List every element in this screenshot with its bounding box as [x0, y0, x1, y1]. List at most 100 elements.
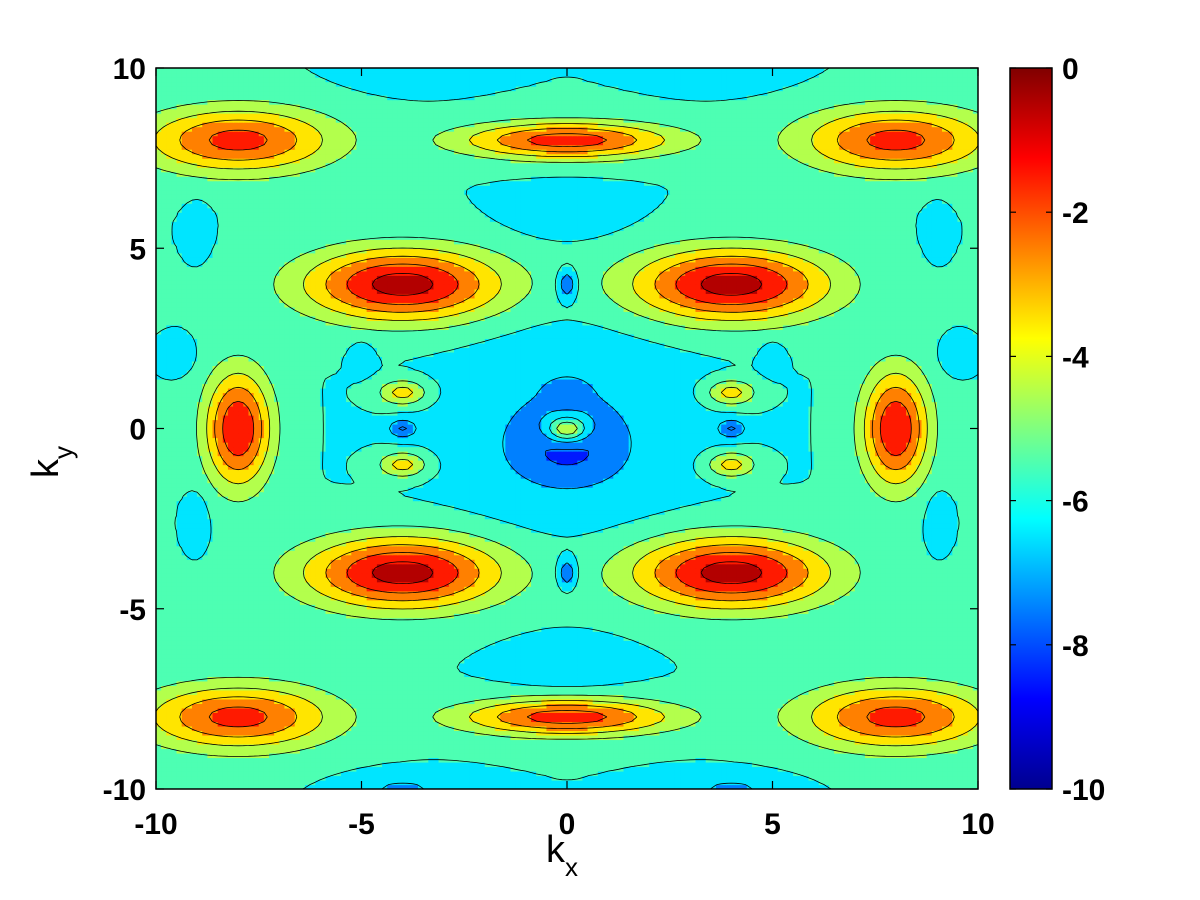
contour-cell — [916, 766, 923, 772]
contour-cell — [212, 716, 219, 723]
contour-cell — [859, 658, 866, 664]
contour-cell — [448, 743, 455, 750]
contour-cell — [587, 685, 594, 691]
contour-cell — [469, 667, 476, 673]
contour-cell — [787, 757, 794, 763]
contour-cell — [279, 707, 286, 713]
contour-cell — [957, 770, 964, 777]
contour-cell — [921, 667, 928, 673]
contour-cell — [597, 667, 604, 673]
contour-cell — [787, 725, 794, 732]
contour-cell — [870, 707, 876, 713]
contour-cell — [438, 703, 445, 709]
contour-cell — [171, 779, 178, 786]
contour-cell — [649, 743, 655, 750]
contour-cell — [335, 703, 342, 709]
contour-cell — [505, 716, 512, 723]
contour-cell — [335, 689, 342, 695]
contour-cell — [936, 685, 943, 691]
contour-cell — [613, 739, 619, 745]
contour-cell — [531, 734, 537, 741]
contour-cell — [438, 694, 445, 700]
contour-cell — [191, 721, 198, 727]
contour-cell — [366, 716, 373, 723]
contour-cell — [613, 685, 619, 691]
contour-cell — [505, 689, 512, 695]
contour-cell — [767, 779, 774, 786]
contour-cell — [726, 694, 732, 700]
contour-cell — [613, 725, 619, 732]
contour-cell — [849, 766, 856, 772]
contour-cell — [813, 658, 820, 664]
contour-cell — [525, 734, 532, 741]
contour-cell — [166, 775, 173, 781]
contour-cell — [731, 707, 738, 713]
contour-cell — [351, 649, 357, 655]
contour-cell — [181, 662, 188, 668]
contour-cell — [289, 748, 296, 754]
contour-cell — [335, 680, 342, 686]
contour-cell — [274, 739, 280, 745]
contour-cell — [397, 667, 404, 673]
contour-cell — [428, 671, 435, 677]
contour-cell — [320, 703, 327, 709]
contour-cell — [161, 721, 167, 727]
contour-cell — [875, 680, 881, 686]
contour-cell — [818, 703, 825, 709]
contour-cell — [664, 680, 671, 686]
contour-cell — [222, 743, 229, 750]
contour-cell — [798, 761, 804, 768]
contour-cell — [495, 671, 501, 677]
contour-cell — [721, 689, 727, 695]
contour-cell — [644, 662, 650, 668]
contour-cell — [572, 712, 578, 718]
contour-cell — [690, 725, 697, 732]
contour-cell — [397, 676, 404, 682]
contour-cell — [726, 784, 732, 789]
contour-cell — [577, 680, 584, 686]
contour-cell — [803, 716, 810, 723]
contour-cell — [644, 734, 650, 741]
contour-cell — [870, 689, 876, 695]
contour-cell — [926, 671, 933, 677]
contour-cell — [515, 775, 522, 781]
contour-cell — [433, 730, 440, 736]
contour-cell — [618, 725, 625, 732]
contour-cell — [561, 685, 568, 691]
contour-cell — [284, 743, 291, 750]
contour-cell — [202, 734, 208, 741]
contour-cell — [433, 712, 440, 718]
contour-cell — [731, 712, 738, 718]
contour-cell — [222, 725, 229, 732]
contour-cell — [746, 662, 753, 668]
contour-cell — [649, 698, 655, 704]
contour-cell — [654, 770, 661, 777]
contour-cell — [957, 649, 964, 655]
contour-cell — [880, 775, 887, 781]
contour-cell — [777, 680, 784, 686]
contour-cell — [156, 703, 162, 709]
contour-cell — [284, 770, 291, 777]
contour-cell — [936, 770, 943, 777]
contour-cell — [633, 707, 640, 713]
contour-cell — [731, 676, 738, 682]
contour-cell — [459, 770, 465, 777]
contour-cell — [186, 730, 193, 736]
contour-cell — [952, 698, 959, 704]
contour-cell — [726, 653, 732, 659]
contour-cell — [818, 721, 825, 727]
contour-cell — [222, 716, 229, 723]
contour-cell — [772, 752, 779, 759]
contour-cell — [505, 703, 512, 709]
contour-cell — [387, 757, 393, 763]
contour-cell — [233, 725, 239, 732]
contour-cell — [561, 703, 568, 709]
contour-cell — [900, 739, 907, 745]
contour-cell — [926, 721, 933, 727]
contour-cell — [459, 766, 465, 772]
contour-cell — [654, 653, 661, 659]
contour-cell — [238, 680, 244, 686]
contour-cell — [238, 653, 244, 659]
contour-cell — [777, 757, 784, 763]
contour-cell — [726, 752, 732, 759]
